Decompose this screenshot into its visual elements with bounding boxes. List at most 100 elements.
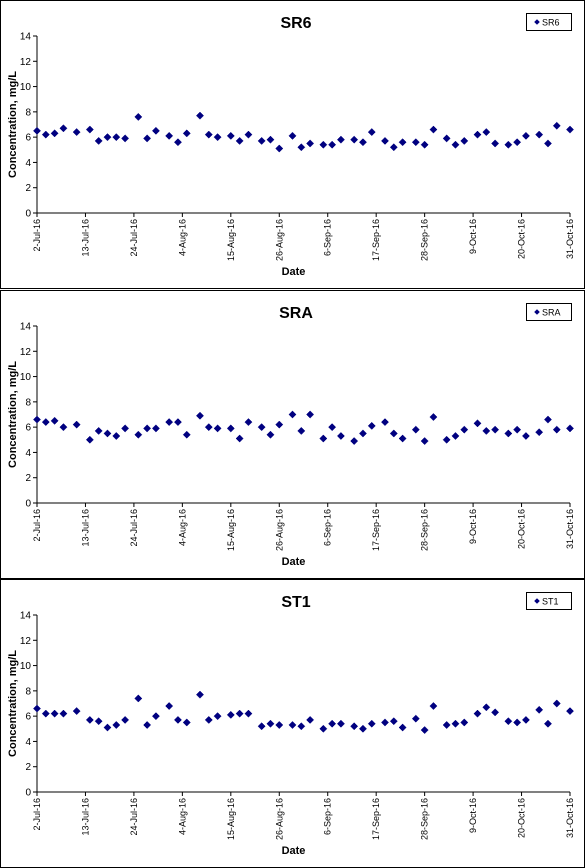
data-point	[504, 140, 513, 149]
data-point	[566, 707, 574, 716]
y-tick-label: 4	[25, 158, 31, 169]
y-tick-label: 6	[25, 712, 31, 723]
data-point	[235, 136, 244, 145]
x-tick-label: 26-Aug-16	[274, 509, 284, 551]
x-tick-label: 17-Sep-16	[371, 219, 381, 261]
data-point	[336, 432, 345, 440]
data-point	[59, 423, 68, 432]
data-point	[244, 709, 253, 718]
chart-title: ST1	[281, 594, 310, 611]
legend: SR6	[526, 13, 572, 31]
data-point	[121, 424, 130, 433]
data-point	[411, 714, 420, 723]
data-point	[33, 704, 41, 713]
data-point	[94, 717, 103, 726]
data-point	[182, 718, 191, 727]
data-point	[328, 719, 337, 728]
data-point	[350, 437, 359, 446]
data-point	[306, 410, 315, 419]
data-point	[244, 130, 253, 139]
data-point	[359, 724, 367, 733]
chart-panel-sra: SRA 0 2 4 6 8 10 12 14 2-Jul-16 13-Jul-16 24-Jul-16…	[0, 290, 585, 579]
chart-frame	[0, 290, 585, 579]
y-tick-label: 2	[25, 473, 31, 484]
data-point	[420, 726, 429, 735]
legend-marker	[534, 309, 540, 315]
data-point	[151, 424, 160, 433]
data-point	[143, 134, 152, 143]
data-point	[94, 136, 103, 145]
data-point	[266, 135, 275, 144]
y-tick-label: 4	[25, 737, 31, 748]
x-axis-title: Date	[282, 845, 306, 857]
data-point	[544, 139, 552, 148]
data-point	[350, 722, 359, 731]
data-point	[350, 135, 359, 144]
y-axis-title: Concentration, mg/L	[7, 361, 19, 468]
data-point	[367, 719, 376, 728]
data-point	[544, 415, 552, 424]
data-point	[85, 435, 94, 444]
data-point	[204, 715, 213, 724]
data-point	[513, 425, 522, 434]
data-point	[389, 143, 398, 152]
legend-marker	[534, 598, 540, 604]
data-point	[566, 125, 574, 134]
data-point	[491, 425, 500, 434]
x-tick-label: 31-Oct-16	[565, 219, 575, 259]
x-tick-label: 26-Aug-16	[274, 798, 284, 840]
data-point	[420, 437, 429, 446]
data-point	[504, 429, 513, 438]
data-point	[306, 139, 315, 148]
data-point	[297, 722, 306, 731]
x-tick-label: 20-Oct-16	[517, 219, 527, 259]
data-point	[112, 432, 121, 440]
data-point	[50, 709, 59, 718]
data-point	[165, 131, 174, 140]
x-tick-label: 13-Jul-16	[80, 509, 90, 547]
chart-panel-sr6: SR6 0 2 4 6 8 10 12 14 2-Jul-16 13-Jul-16 24-Jul-16…	[0, 0, 585, 289]
x-tick-label: 4-Aug-16	[177, 509, 187, 546]
x-tick-label: 24-Jul-16	[129, 219, 139, 257]
data-point	[473, 709, 482, 718]
x-tick-label: 6-Sep-16	[323, 509, 333, 546]
data-point	[297, 143, 306, 152]
x-tick-label: 9-Oct-16	[468, 798, 478, 833]
legend-label: ST1	[542, 597, 559, 607]
data-points	[33, 111, 574, 153]
data-point	[288, 410, 297, 419]
x-tick-label: 15-Aug-16	[226, 798, 236, 840]
data-point	[306, 715, 315, 724]
data-point	[544, 719, 552, 728]
chart-title: SRA	[279, 305, 313, 322]
chart-frame	[0, 0, 585, 289]
data-point	[204, 130, 213, 139]
data-point	[72, 420, 81, 429]
scatter-chart-sr6: SR6 0 2 4 6 8 10 12 14 2-Jul-16 13-Jul-16 24-Jul-16…	[0, 0, 585, 289]
legend-box	[526, 13, 572, 31]
x-axis-title: Date	[282, 266, 306, 278]
data-point	[94, 426, 103, 435]
data-point	[213, 424, 222, 433]
y-tick-label: 2	[25, 183, 31, 194]
data-point	[165, 702, 174, 710]
data-point	[33, 415, 41, 424]
legend-box	[526, 592, 572, 610]
data-point	[491, 708, 500, 717]
data-point	[213, 133, 222, 142]
data-point	[41, 130, 50, 139]
data-point	[442, 134, 451, 143]
data-point	[491, 139, 500, 148]
data-point	[460, 136, 469, 145]
x-tick-label: 9-Oct-16	[468, 509, 478, 544]
x-tick-label: 2-Jul-16	[32, 509, 42, 542]
x-axis-title: Date	[282, 556, 306, 568]
data-point	[442, 435, 451, 444]
data-point	[244, 418, 253, 427]
x-tick-label: 28-Sep-16	[420, 509, 430, 551]
data-point	[513, 718, 522, 727]
data-point	[319, 434, 328, 443]
data-point	[359, 429, 367, 438]
y-tick-label: 4	[25, 448, 31, 459]
x-tick-label: 2-Jul-16	[32, 798, 42, 831]
